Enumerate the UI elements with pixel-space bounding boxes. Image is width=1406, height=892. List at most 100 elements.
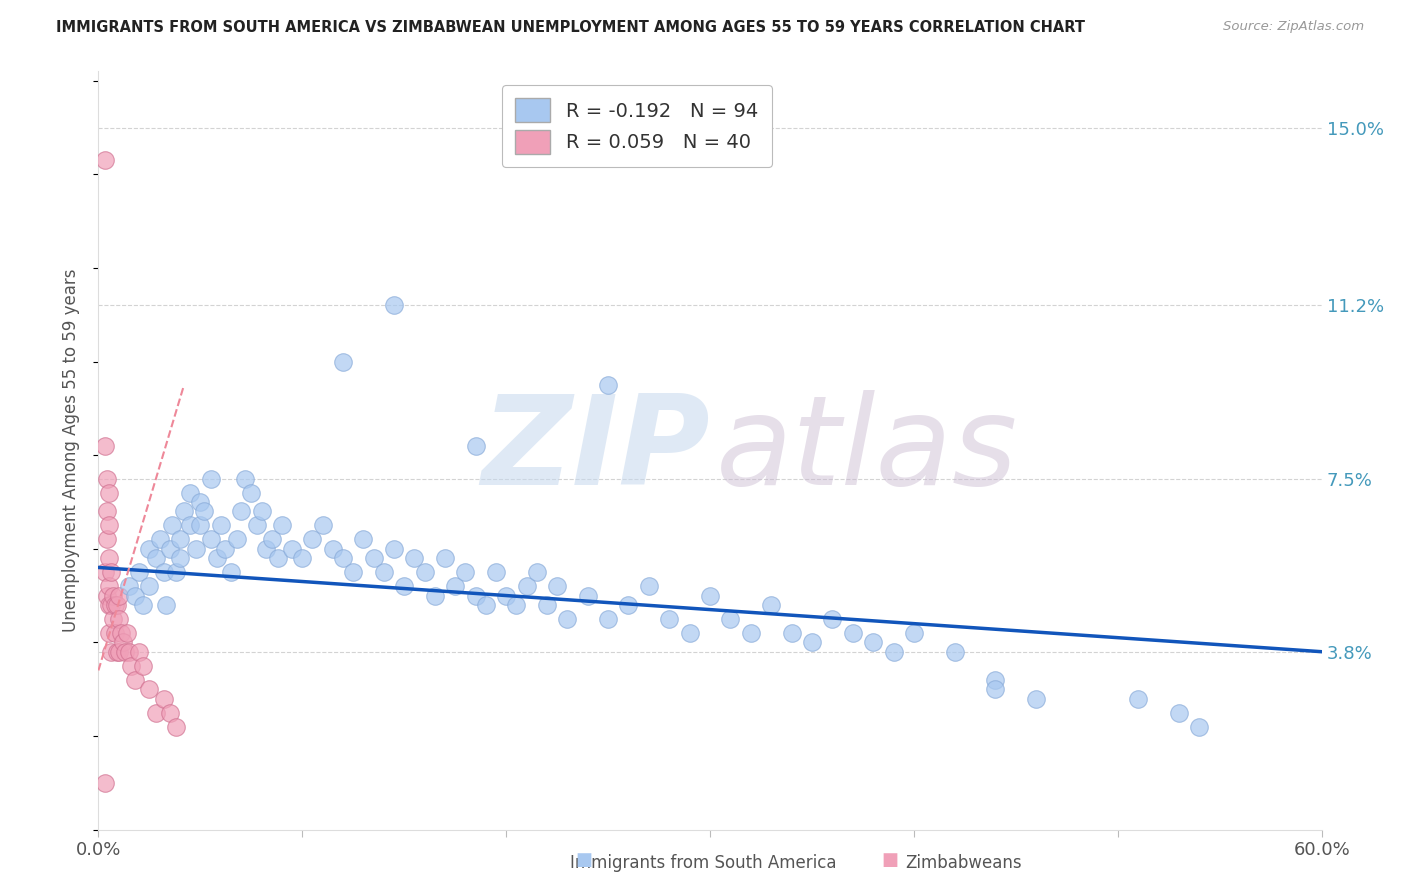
Point: [883, 645, 905, 659]
Point: [373, 565, 395, 579]
Point: [576, 589, 599, 603]
Point: [105, 645, 128, 659]
Point: [97, 518, 120, 533]
Point: [392, 579, 416, 593]
Point: [115, 626, 138, 640]
Text: ZIP: ZIP: [481, 390, 710, 511]
Point: [93, 153, 115, 168]
Point: [179, 518, 201, 533]
Point: [97, 626, 120, 640]
Point: [637, 579, 661, 593]
Point: [100, 645, 122, 659]
Point: [464, 589, 486, 603]
Text: ■: ■: [575, 851, 592, 869]
Point: [505, 598, 527, 612]
Point: [555, 612, 579, 626]
Point: [301, 533, 323, 547]
Point: [93, 439, 115, 453]
Point: [485, 565, 508, 579]
Point: [526, 565, 548, 579]
Point: [281, 541, 304, 556]
Point: [423, 589, 446, 603]
Point: [260, 533, 283, 547]
Point: [118, 645, 141, 659]
Point: [231, 504, 253, 518]
Point: [100, 598, 122, 612]
Point: [495, 589, 517, 603]
Point: [254, 541, 277, 556]
Point: [114, 645, 136, 659]
Point: [105, 598, 128, 612]
Point: [96, 533, 118, 547]
Point: [761, 598, 783, 612]
Point: [1128, 691, 1150, 706]
Point: [145, 706, 167, 720]
Point: [342, 565, 364, 579]
Point: [322, 541, 344, 556]
Point: [984, 673, 1007, 687]
Point: [152, 565, 174, 579]
Point: [209, 518, 232, 533]
Point: [159, 541, 181, 556]
Point: [1167, 706, 1189, 720]
Point: [801, 635, 824, 649]
Point: [169, 533, 191, 547]
Point: [108, 645, 131, 659]
Point: [97, 598, 120, 612]
Point: [780, 626, 803, 640]
Point: [267, 551, 290, 566]
Point: [124, 589, 146, 603]
Text: IMMIGRANTS FROM SOUTH AMERICA VS ZIMBABWEAN UNEMPLOYMENT AMONG AGES 55 TO 59 YEA: IMMIGRANTS FROM SOUTH AMERICA VS ZIMBABW…: [56, 20, 1085, 35]
Y-axis label: Unemployment Among Ages 55 to 59 years: Unemployment Among Ages 55 to 59 years: [62, 268, 80, 632]
Point: [108, 589, 131, 603]
Point: [118, 579, 141, 593]
Point: [120, 658, 142, 673]
Point: [101, 612, 124, 626]
Point: [159, 706, 181, 720]
Text: ■: ■: [882, 851, 898, 869]
Point: [160, 518, 183, 533]
Point: [169, 551, 191, 566]
Point: [186, 541, 208, 556]
Point: [536, 598, 558, 612]
Point: [270, 518, 294, 533]
Point: [96, 471, 118, 485]
Point: [332, 551, 354, 566]
Point: [413, 565, 436, 579]
Point: [188, 495, 212, 509]
Text: Immigrants from South America: Immigrants from South America: [569, 855, 837, 872]
Point: [617, 598, 640, 612]
Point: [205, 551, 228, 566]
Point: [97, 485, 120, 500]
Point: [404, 551, 426, 566]
Point: [233, 471, 256, 485]
Point: [124, 673, 146, 687]
Point: [382, 541, 405, 556]
Point: [943, 645, 966, 659]
Point: [984, 682, 1007, 697]
Point: [246, 518, 269, 533]
Point: [291, 551, 314, 566]
Point: [165, 720, 187, 734]
Point: [173, 504, 195, 518]
Point: [516, 579, 538, 593]
Point: [193, 504, 215, 518]
Point: [96, 589, 118, 603]
Point: [97, 551, 120, 566]
Point: [332, 354, 354, 368]
Point: [111, 635, 134, 649]
Text: Zimbabweans: Zimbabweans: [905, 855, 1021, 872]
Point: [598, 612, 620, 626]
Point: [200, 471, 222, 485]
Point: [474, 598, 498, 612]
Point: [679, 626, 702, 640]
Point: [145, 551, 167, 566]
Point: [165, 565, 187, 579]
Point: [110, 626, 132, 640]
Point: [352, 533, 374, 547]
Point: [179, 485, 201, 500]
Point: [93, 776, 115, 790]
Point: [903, 626, 925, 640]
Point: [658, 612, 681, 626]
Point: [821, 612, 844, 626]
